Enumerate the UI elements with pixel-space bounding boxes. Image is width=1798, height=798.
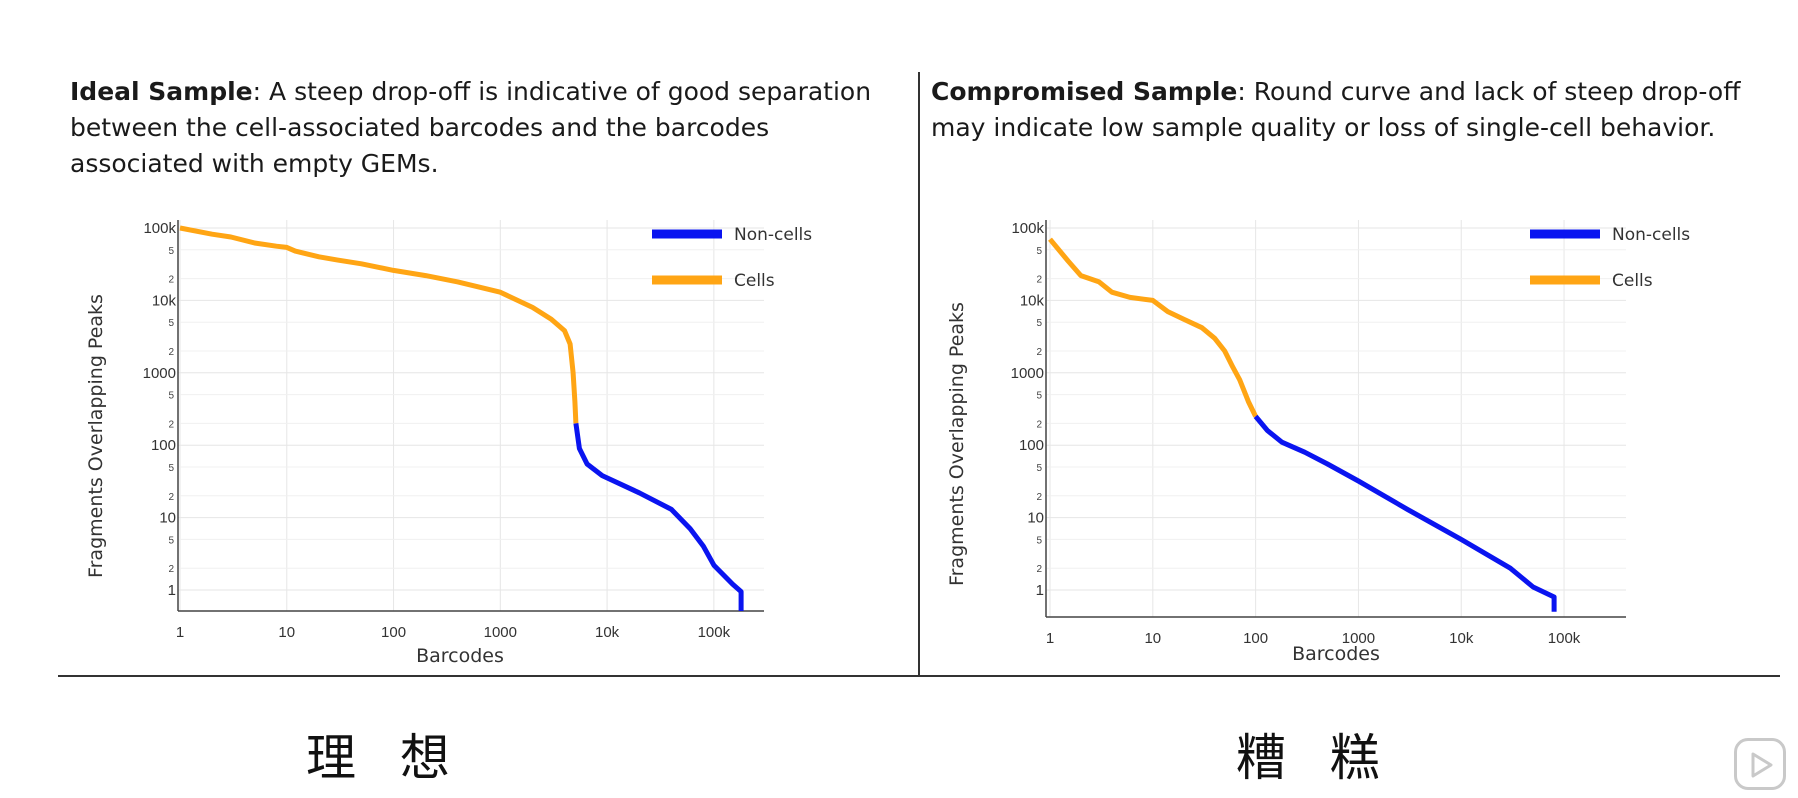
label-ideal-chinese: 理 想 (306, 729, 464, 787)
y-minor-tick-label: 2 (1036, 275, 1042, 286)
y-tick-label: 1 (1036, 582, 1044, 599)
y-tick-label: 100 (1019, 437, 1044, 454)
y-tick-label: 100k (1011, 220, 1044, 237)
label-compromised-chinese: 糟 糕 (1236, 729, 1394, 787)
y-minor-tick-label: 2 (168, 275, 174, 286)
play-button[interactable] (1734, 738, 1786, 790)
x-axis-title: Barcodes (416, 645, 504, 667)
caption-compromised-title: Compromised Sample (931, 77, 1238, 106)
series-line-non-cells (573, 423, 744, 611)
y-axis-title: Fragments Overlapping Peaks (946, 302, 968, 586)
y-tick-label: 10k (1020, 292, 1045, 309)
x-tick-label: 10 (1144, 630, 1161, 647)
y-tick-label: 100k (143, 220, 176, 237)
y-tick-label: 1000 (1011, 365, 1044, 382)
y-minor-tick-label: 2 (1036, 419, 1042, 430)
y-minor-tick-label: 5 (1036, 535, 1042, 546)
series-line-cells (179, 225, 579, 424)
y-tick-label: 100 (151, 437, 176, 454)
y-minor-tick-label: 5 (1036, 463, 1042, 474)
y-minor-tick-label: 5 (168, 535, 174, 546)
x-tick-label: 1 (1046, 630, 1054, 647)
panel-divider-vertical (918, 72, 920, 676)
series-line-cells (1048, 237, 1258, 418)
x-axis-title: Barcodes (1292, 643, 1380, 665)
caption-compromised-text: : Round curve and lack of steep drop-off… (931, 77, 1741, 142)
legend-label-non-cells: Non-cells (1612, 225, 1690, 245)
y-minor-tick-label: 5 (168, 246, 174, 257)
y-minor-tick-label: 5 (1036, 246, 1042, 257)
play-icon (1751, 752, 1773, 778)
legend-label-cells: Cells (1612, 271, 1653, 291)
y-axis-title: Fragments Overlapping Peaks (85, 294, 107, 578)
y-tick-label: 1000 (143, 365, 176, 382)
panel-divider-horizontal (58, 675, 1780, 677)
charts-canvas: 1 10 100 1000 10k 100k 1 2 5 10 2 5 100 2 5 1000 2 5 10k 2 5… (85, 220, 1690, 667)
chart-compromised: 1 10 100 1000 10k 100k 1 2 5 10 2 5 100 2 5 1000 2 5 10k 2 5… (946, 220, 1690, 665)
x-tick-label: 100 (1243, 630, 1268, 647)
y-minor-tick-label: 2 (1036, 564, 1042, 575)
y-tick-label: 1 (168, 582, 176, 599)
y-minor-tick-label: 5 (168, 391, 174, 402)
caption-compromised-sample: Compromised Sample: Round curve and lack… (931, 74, 1771, 146)
y-minor-tick-label: 2 (1036, 492, 1042, 503)
y-minor-tick-label: 2 (168, 347, 174, 358)
caption-ideal-title: Ideal Sample (70, 77, 253, 106)
x-tick-label: 100k (698, 624, 731, 641)
caption-ideal-sample: Ideal Sample: A steep drop-off is indica… (70, 74, 890, 182)
y-minor-tick-label: 5 (1036, 391, 1042, 402)
y-minor-tick-label: 5 (168, 463, 174, 474)
x-tick-label: 1000 (484, 624, 517, 641)
x-tick-label: 10 (278, 624, 295, 641)
x-tick-label: 1 (176, 624, 184, 641)
caption-ideal-text: : A steep drop-off is indicative of good… (70, 77, 872, 178)
x-tick-label: 10k (595, 624, 620, 641)
y-tick-label: 10 (1027, 510, 1044, 527)
y-tick-label: 10 (159, 510, 176, 527)
y-minor-tick-label: 2 (168, 419, 174, 430)
legend-label-cells: Cells (734, 271, 775, 291)
y-minor-tick-label: 2 (168, 564, 174, 575)
y-minor-tick-label: 5 (168, 318, 174, 329)
series-line-non-cells (1253, 414, 1557, 612)
x-tick-label: 10k (1449, 630, 1474, 647)
y-tick-label: 10k (152, 292, 177, 309)
x-tick-label: 1000 (1342, 630, 1375, 647)
legend-label-non-cells: Non-cells (734, 225, 812, 245)
y-minor-tick-label: 5 (1036, 318, 1042, 329)
y-minor-tick-label: 2 (1036, 347, 1042, 358)
x-tick-label: 100 (381, 624, 406, 641)
y-minor-tick-label: 2 (168, 492, 174, 503)
x-tick-label: 100k (1548, 630, 1581, 647)
chart-ideal: 1 10 100 1000 10k 100k 1 2 5 10 2 5 100 2 5 1000 2 5 10k 2 5… (85, 220, 812, 667)
